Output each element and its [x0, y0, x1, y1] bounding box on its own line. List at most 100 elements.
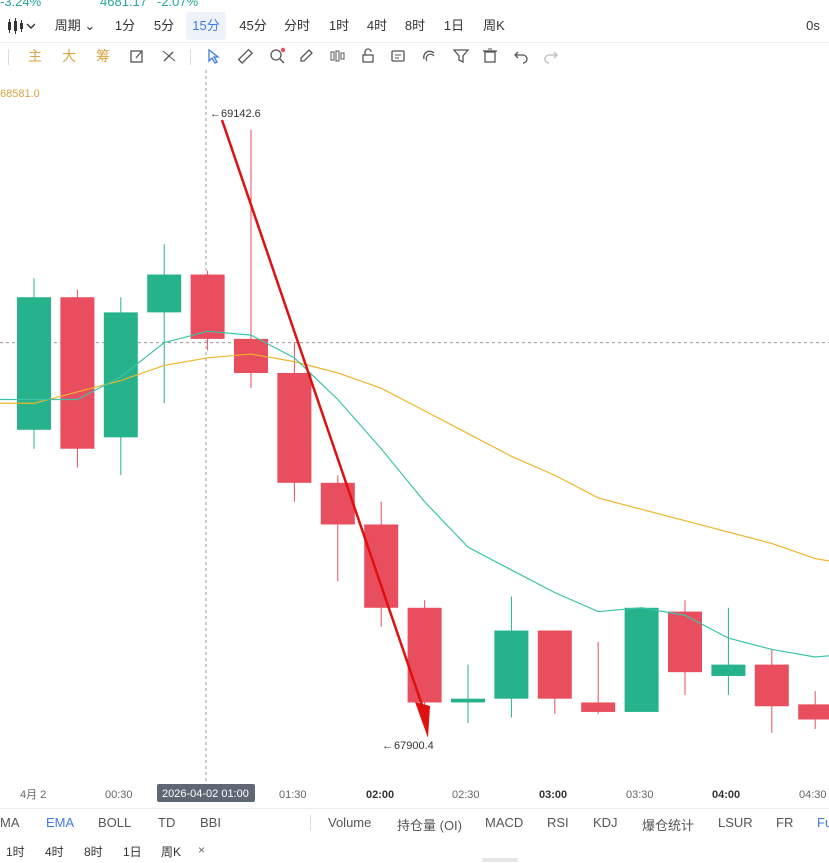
ruler-icon[interactable] — [236, 47, 254, 65]
time-tick-label: 02:00 — [366, 789, 394, 801]
candle-body — [451, 698, 485, 703]
high-arrow-glyph: ← — [210, 108, 221, 120]
period-45m[interactable]: 45分 — [239, 18, 267, 33]
period-4h[interactable]: 4时 — [366, 18, 388, 33]
brush-off-icon[interactable] — [160, 47, 178, 65]
pen-icon[interactable] — [298, 47, 316, 65]
crosshair-time-label: 2026-04-02 01:00 — [162, 788, 249, 800]
candlestick-chart-canvas[interactable]: 68581.0 ← 69142.6 ← 67900.4 2026-04-02 0… — [0, 70, 829, 810]
period-1m[interactable]: 1分 — [114, 18, 136, 33]
indicator-macd[interactable]: MACD — [485, 815, 524, 830]
cursor-icon[interactable] — [205, 47, 223, 65]
candle-body — [711, 664, 746, 676]
crosshair-time-badge — [157, 784, 255, 802]
history-tab-weekly[interactable]: 周K — [161, 845, 182, 859]
arrowhead-icon — [415, 702, 430, 738]
chevron-down-icon: ⌄ — [84, 18, 96, 33]
period-dropdown-label: 周期 — [54, 18, 81, 33]
candle-body — [494, 630, 529, 699]
indicator-volume[interactable]: Volume — [328, 815, 372, 830]
candle-body — [277, 372, 312, 483]
history-tab-1h[interactable]: 1时 — [6, 845, 25, 859]
history-tab-8h[interactable]: 8时 — [84, 845, 103, 859]
candles-group — [17, 129, 829, 733]
high-marker: ← 69142.6 — [210, 108, 261, 120]
trash-icon[interactable] — [481, 47, 499, 65]
time-axis: 2026-04-02 01:00 4月 2 00:30 01:30 02:00 … — [20, 784, 827, 802]
candle-body — [668, 611, 702, 673]
magnet-icon[interactable] — [420, 47, 438, 65]
candlestick-chart-icon — [8, 18, 36, 34]
candle-body — [754, 664, 789, 707]
divider — [8, 49, 9, 65]
period-weekly[interactable]: 周K — [483, 18, 505, 33]
indicator-liquidation[interactable]: 爆仓统计 — [642, 818, 695, 833]
zoom-in-icon[interactable] — [268, 47, 286, 65]
indicator-rsi[interactable]: RSI — [547, 815, 569, 830]
candle-body — [320, 482, 355, 525]
filter-icon[interactable] — [452, 47, 470, 65]
indicator-fu[interactable]: Fu — [817, 815, 829, 830]
candle-body — [17, 297, 51, 430]
indicator-fr[interactable]: FR — [776, 815, 794, 830]
candle-body — [581, 702, 616, 712]
history-tab-1d[interactable]: 1日 — [123, 845, 142, 859]
indicator-bar: MA EMA BOLL TD BBI Volume 持仓量 (OI) MACD … — [0, 808, 829, 837]
indicator-ema[interactable]: EMA — [46, 815, 75, 830]
low-arrow-glyph: ← — [382, 740, 393, 752]
ticker-strip: -3.24% 4681.17 -2.07% — [0, 0, 829, 9]
candle-body — [190, 274, 225, 339]
trend-arrow-drawing[interactable] — [220, 119, 430, 738]
layer-icon[interactable] — [389, 47, 407, 65]
period-dropdown[interactable]: 周期 ⌄ — [50, 12, 100, 40]
candle-body — [147, 274, 182, 313]
chip-distribution-button[interactable]: 筹 — [96, 48, 110, 64]
indicator-ma[interactable]: MA — [0, 815, 20, 830]
candle-body — [537, 630, 572, 699]
redo-icon[interactable] — [542, 47, 560, 65]
low-marker: ← 67900.4 — [382, 740, 434, 752]
period-1d[interactable]: 1日 — [443, 18, 465, 33]
candle-body — [364, 524, 399, 608]
period-timeline[interactable]: 分时 — [283, 18, 310, 33]
edit-square-icon[interactable] — [128, 47, 146, 65]
time-tick-label: 04:00 — [712, 789, 740, 801]
indicator-oi[interactable]: 持仓量 (OI) — [397, 818, 462, 833]
time-tick-label: 4月 2 — [20, 789, 46, 801]
time-tick-label: 01:30 — [279, 789, 307, 801]
indicator-bbi[interactable]: BBI — [200, 815, 221, 830]
ma-slow-line — [0, 353, 829, 567]
divider — [310, 815, 311, 831]
period-1h[interactable]: 1时 — [328, 18, 350, 33]
scroll-handle[interactable] — [482, 858, 518, 862]
price-chart[interactable]: 68581.0 ← 69142.6 ← 67900.4 2026-04-02 0… — [0, 70, 829, 810]
period-5m[interactable]: 5分 — [153, 18, 175, 33]
candle-settings-icon[interactable] — [328, 47, 346, 65]
close-icon[interactable]: × — [198, 843, 206, 857]
drawing-toolbar: 主 大 筹 — [0, 42, 829, 71]
candle-body — [60, 297, 95, 449]
indicator-td[interactable]: TD — [158, 815, 176, 830]
candle-body — [624, 607, 659, 712]
period-8h[interactable]: 8时 — [404, 18, 426, 33]
time-tick-label: 02:30 — [452, 789, 480, 801]
chart-type-button[interactable] — [0, 12, 40, 40]
candle-body — [407, 607, 442, 703]
large-order-button[interactable]: 大 — [62, 48, 76, 64]
history-tab-4h[interactable]: 4时 — [45, 845, 64, 859]
indicator-kdj[interactable]: KDJ — [593, 815, 618, 830]
ticker-change-1: -3.24% — [0, 0, 42, 9]
ma-value-label: 68581.0 — [0, 88, 40, 100]
period-15m[interactable]: 15分 — [186, 12, 226, 40]
lock-icon[interactable] — [359, 47, 377, 65]
low-price-label: 67900.4 — [394, 740, 434, 752]
countdown-text: 0s — [806, 18, 820, 33]
time-tick-label: 03:30 — [626, 789, 654, 801]
main-chart-button[interactable]: 主 — [28, 48, 42, 64]
divider — [190, 49, 191, 65]
indicator-lsur[interactable]: LSUR — [718, 815, 753, 830]
ticker-price-2: 4681.17 — [100, 0, 147, 9]
time-tick-label: 03:00 — [539, 789, 567, 801]
indicator-boll[interactable]: BOLL — [98, 815, 132, 830]
undo-icon[interactable] — [512, 47, 530, 65]
